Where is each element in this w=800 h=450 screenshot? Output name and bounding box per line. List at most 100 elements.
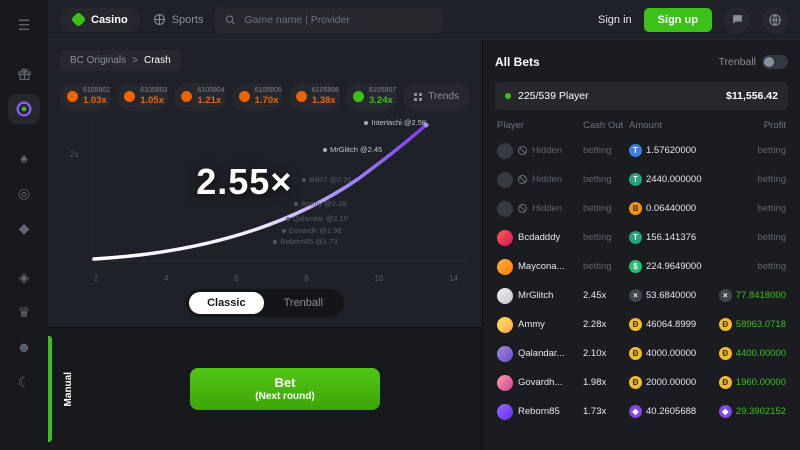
round-id: 6105804 — [197, 87, 225, 94]
trenball-toggle[interactable]: Trenball — [718, 55, 788, 69]
trends-button[interactable]: Trends — [403, 83, 470, 111]
chat-icon[interactable] — [724, 6, 750, 33]
token-icon[interactable]: ◈ — [18, 268, 30, 285]
profit-coin-icon: Ð — [718, 376, 732, 389]
sports-tab[interactable]: Sports — [153, 13, 203, 26]
player-cell: Maycona... — [497, 258, 583, 275]
profit-value: 58963.0718 — [735, 319, 786, 330]
player-cell: Qalandar... — [497, 345, 583, 362]
x-tick: 8 — [304, 273, 309, 283]
history-chip[interactable]: 6105806 1.38x — [288, 83, 341, 111]
amount-value: 53.6840000 — [646, 290, 697, 301]
cash-out-value: 2.45x — [583, 290, 607, 301]
col-profit: Profit — [763, 120, 786, 131]
profit-value: 4400.00000 — [735, 348, 786, 359]
round-id: 6105802 — [83, 87, 111, 94]
cashout-annotation: Govardh @1.98 — [282, 226, 342, 235]
amount-coin-icon: T — [629, 231, 642, 244]
amount-value: 224.9649000 — [646, 261, 702, 272]
player-name[interactable]: Hidden — [532, 203, 563, 214]
profit-value: betting — [757, 232, 786, 243]
gem-icon[interactable]: ◆ — [18, 219, 30, 236]
gift-icon[interactable] — [8, 59, 40, 89]
breadcrumb-separator: > — [132, 55, 138, 66]
bet-row: Govardh... 1.98x Ð 2000.00000 Ð 1960.000… — [495, 368, 788, 397]
amount-value: 2440.000000 — [646, 174, 702, 185]
history-chip[interactable]: 6105807 3.24x — [346, 83, 398, 111]
bets-stats-bar: 225/539 Player $11,556.42 — [495, 82, 788, 110]
cashout-annotation: Reborn85 @1.73 — [273, 237, 337, 246]
current-multiplier: 2.55× — [196, 160, 293, 202]
cash-out-value: betting — [583, 203, 612, 214]
player-name[interactable]: Govardh... — [518, 377, 563, 388]
moon-icon[interactable]: ☾ — [17, 373, 31, 390]
amount-value: 40.2605688 — [646, 406, 697, 417]
manual-mode-tab[interactable]: Manual — [48, 328, 88, 450]
sports-ball-icon[interactable]: ◎ — [17, 184, 31, 201]
player-avatar — [497, 142, 513, 159]
player-name[interactable]: Qalandar... — [518, 348, 565, 359]
manual-active-indicator — [48, 335, 52, 442]
tab-classic[interactable]: Classic — [189, 291, 264, 314]
x-tick: 2 — [94, 273, 99, 283]
amount-value: 156.141376 — [646, 232, 697, 243]
profit-coin-icon: Ð — [718, 347, 732, 360]
history-chip[interactable]: 6105803 1.05x — [117, 83, 169, 111]
profit-cell: betting — [725, 203, 786, 214]
bet-button-label: Bet — [274, 374, 296, 390]
profit-value: betting — [757, 261, 786, 272]
tab-trenball[interactable]: Trenball — [266, 292, 341, 314]
history-chip[interactable]: 6105804 1.21x — [174, 83, 226, 111]
vip-crown-icon[interactable]: ♛ — [17, 303, 31, 320]
breadcrumb-root[interactable]: BC Originals — [70, 55, 127, 66]
x-axis-ticks: 2 4 6 8 10 14 — [94, 274, 458, 283]
profit-value: betting — [757, 203, 786, 214]
hidden-player-icon — [518, 146, 527, 155]
bet-section: Manual Bet (Next round) — [48, 326, 482, 450]
search-icon — [226, 14, 236, 24]
casino-tab[interactable]: Casino — [60, 7, 141, 32]
profile-icon[interactable]: ☻ — [16, 339, 32, 355]
amount-coin-icon: B — [629, 202, 642, 215]
x-tick: 6 — [234, 273, 239, 283]
player-name[interactable]: Maycona... — [518, 261, 565, 272]
amount-coin-icon: Ð — [629, 318, 642, 331]
player-name[interactable]: MrGlitch — [518, 290, 554, 301]
amount-value: 0.06440000 — [646, 203, 697, 214]
player-name[interactable]: Hidden — [532, 174, 563, 185]
sign-up-button[interactable]: Sign up — [643, 7, 712, 32]
amount-coin-icon: Ð — [629, 347, 642, 360]
amount-coin-icon: $ — [629, 260, 642, 273]
player-name[interactable]: Bcdadddy — [518, 232, 561, 243]
player-cell: Hidden — [497, 200, 583, 217]
bc-logo-icon — [70, 11, 87, 28]
amount-cell: $ 224.9649000 — [629, 260, 725, 273]
player-name[interactable]: Hidden — [532, 145, 563, 156]
history-chip[interactable]: 6105805 1.70x — [231, 83, 283, 111]
bet-row: Reborn85 1.73x ◆ 40.2605688 ◆ 29.3902152 — [495, 397, 788, 426]
sign-in-link[interactable]: Sign in — [598, 13, 632, 26]
language-globe-icon[interactable] — [762, 6, 788, 33]
bet-button[interactable]: Bet (Next round) — [190, 367, 380, 410]
profit-coin-icon: ◆ — [718, 405, 732, 418]
menu-icon[interactable]: ☰ — [17, 16, 31, 33]
round-multiplier: 1.03x — [83, 95, 107, 107]
amount-coin-icon: T — [629, 173, 642, 186]
players-count: 225/539 Player — [518, 90, 589, 102]
sports-icon — [153, 14, 165, 25]
history-chip[interactable]: 6105802 1.03x — [60, 83, 112, 111]
player-name[interactable]: Reborn85 — [518, 406, 560, 417]
spade-icon[interactable]: ♠ — [20, 150, 28, 166]
crash-game-icon[interactable] — [8, 94, 40, 124]
breadcrumb: BC Originals > Crash — [60, 50, 181, 71]
cash-out-value: 1.98x — [583, 377, 607, 388]
history-chips: 6105802 1.03x 6105803 1.05x 6105804 1.21… — [60, 83, 398, 111]
crash-game-area: BC Originals > Crash 6105802 1.03x 61058… — [48, 40, 482, 450]
round-multiplier: 1.21x — [197, 95, 222, 107]
cash-out-value: betting — [583, 174, 612, 185]
player-name[interactable]: Ammy — [518, 319, 545, 330]
search-input[interactable] — [244, 13, 434, 26]
profit-coin-icon: × — [718, 289, 732, 302]
player-avatar — [497, 316, 513, 333]
mode-tabs: Classic Trenball — [186, 288, 344, 317]
